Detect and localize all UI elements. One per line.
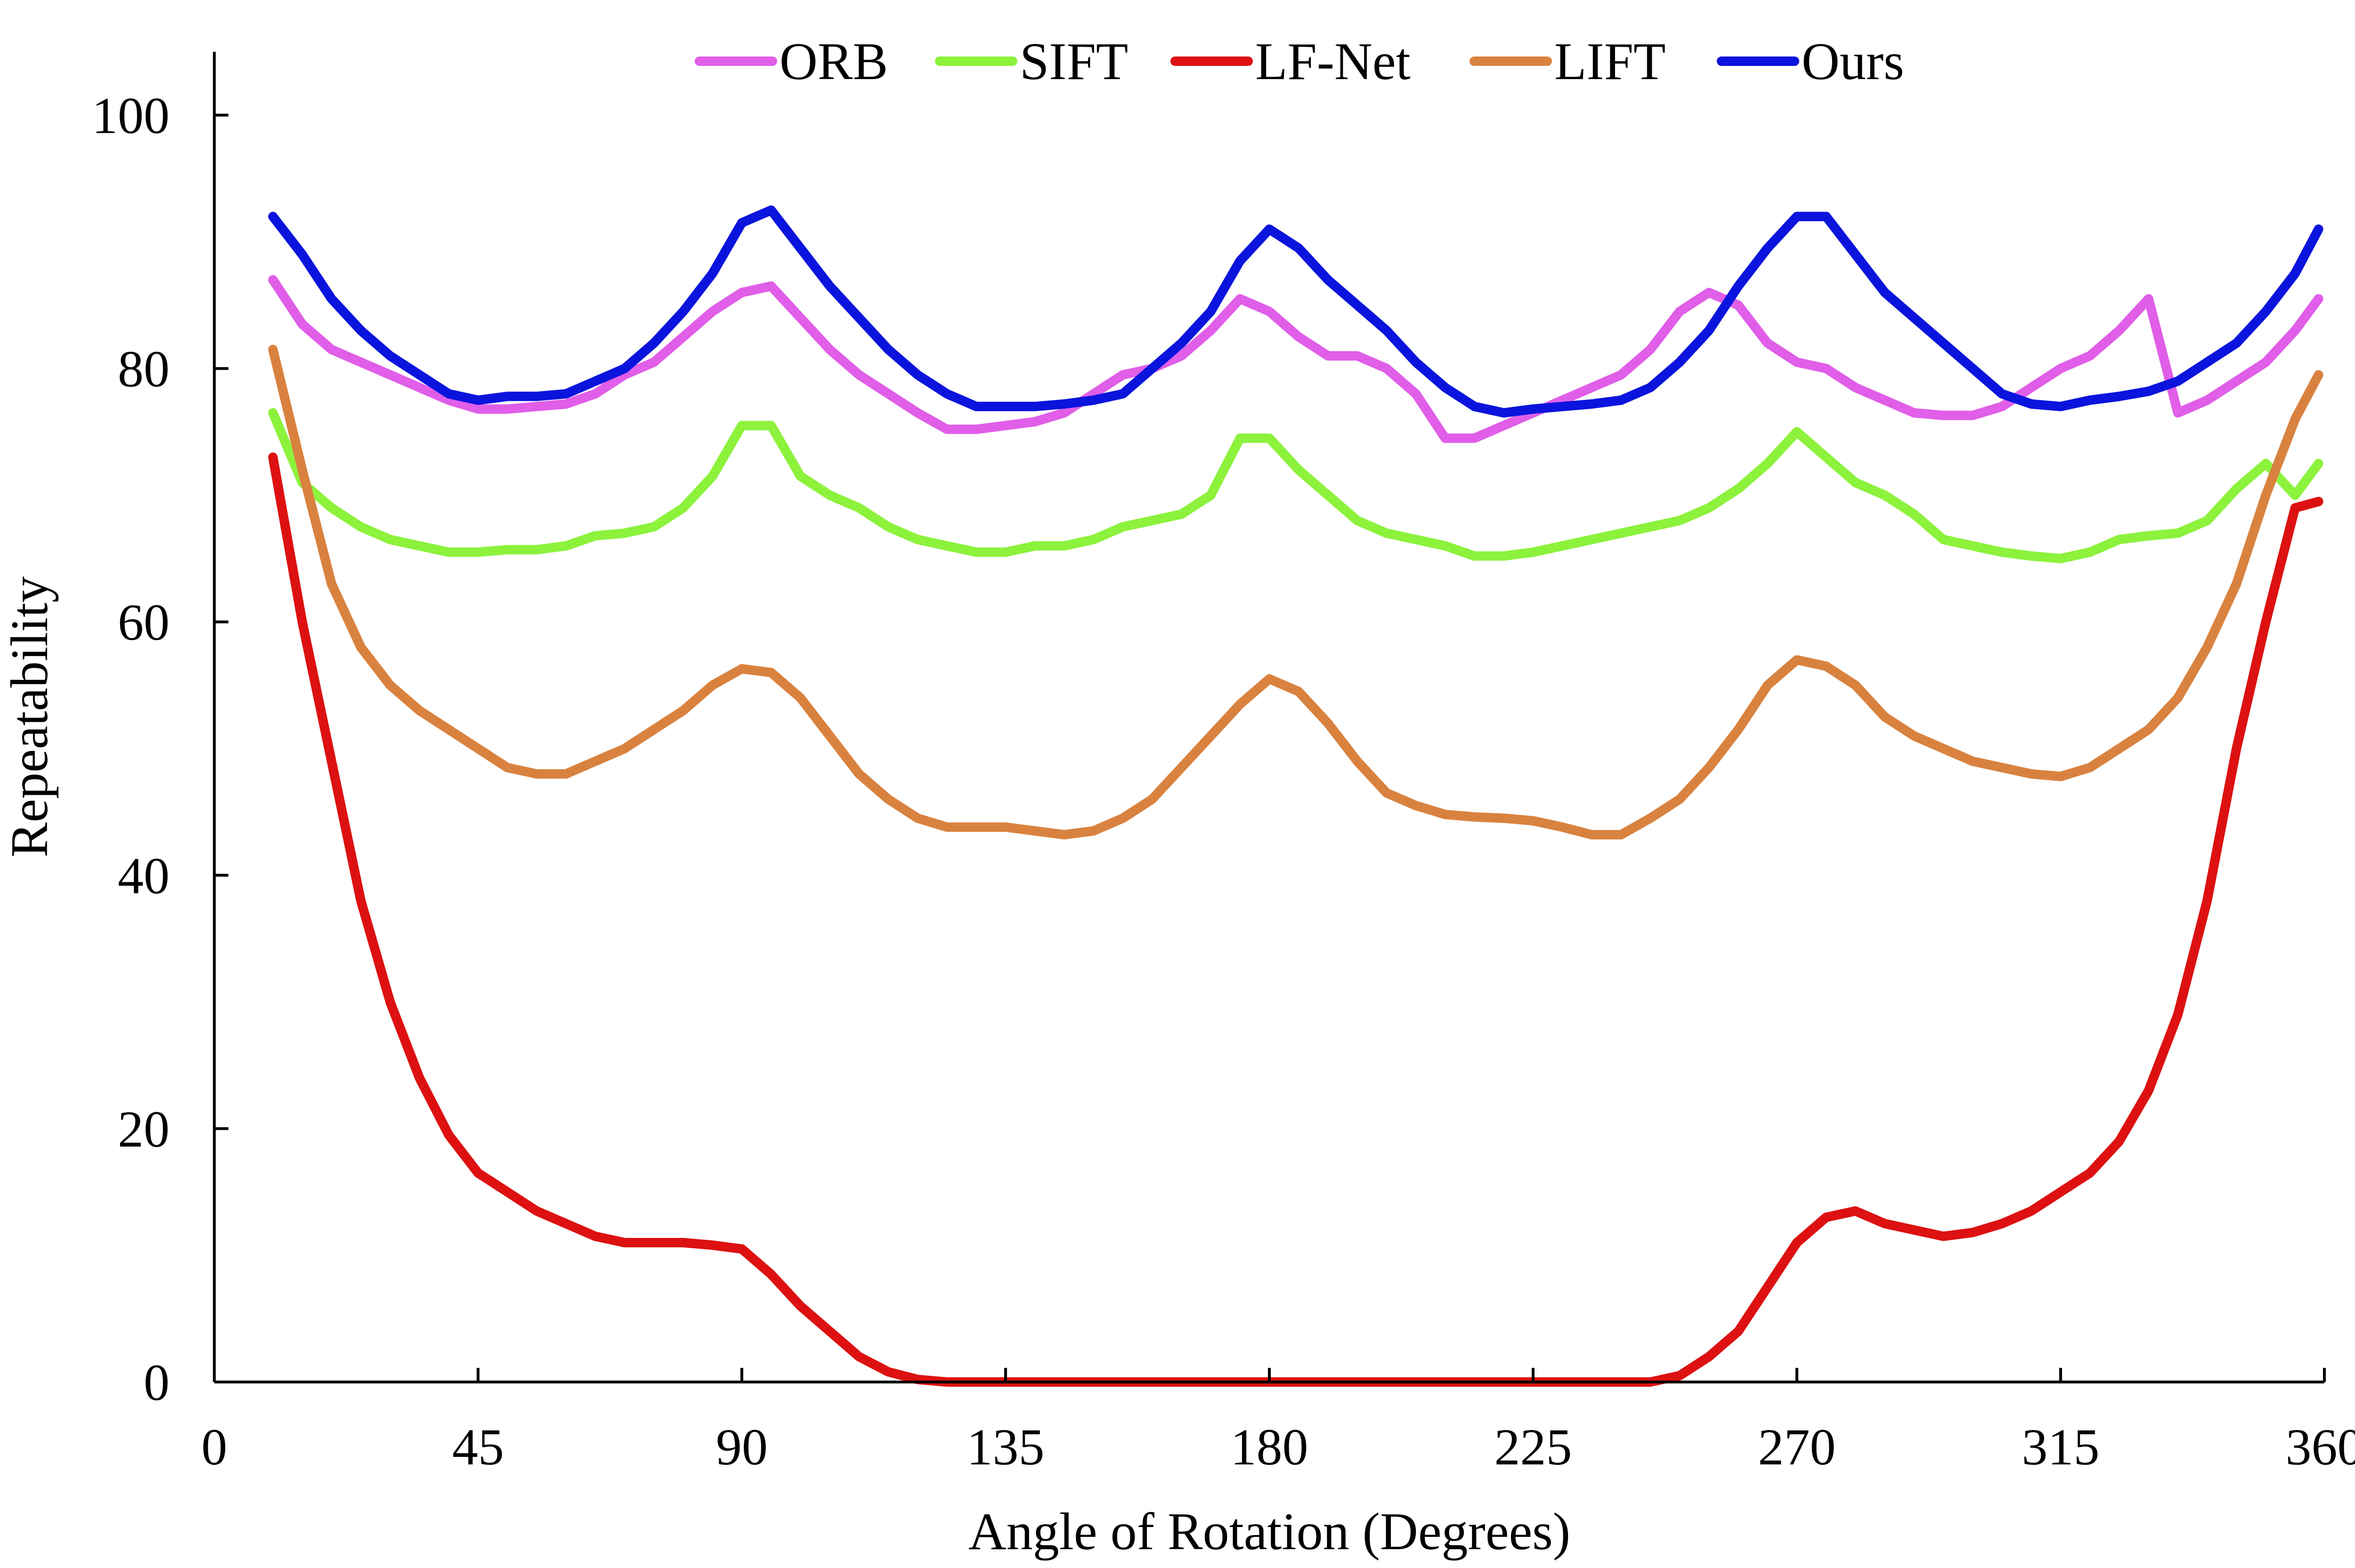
x-tick-label: 90 <box>716 1418 768 1476</box>
x-axis-title: Angle of Rotation (Degrees) <box>968 1503 1570 1561</box>
series-line-sift <box>268 408 2323 564</box>
legend-label: LF-Net <box>1255 32 1411 91</box>
x-tick-label: 45 <box>452 1418 504 1476</box>
x-ticks: 0 45 90 135 180 225 270 315 360 <box>202 1368 2355 1476</box>
x-tick-label: 360 <box>2286 1418 2355 1476</box>
legend-label: LIFT <box>1554 32 1665 91</box>
series-lines <box>268 205 2323 1387</box>
x-tick-label: 180 <box>1231 1418 1308 1476</box>
y-tick-label: 80 <box>118 340 170 398</box>
series-line-ours <box>268 205 2323 418</box>
x-tick-label: 225 <box>1494 1418 1572 1476</box>
y-tick-label: 40 <box>118 847 170 905</box>
legend-label: SIFT <box>1020 32 1128 91</box>
legend: ORB SIFT LF-Net LIFT Ours <box>695 32 1904 91</box>
y-tick-label: 0 <box>144 1354 170 1411</box>
y-ticks: 0 20 40 60 80 100 <box>92 87 228 1411</box>
x-tick-label: 270 <box>1758 1418 1836 1476</box>
y-tick-label: 20 <box>118 1100 170 1158</box>
series-line-lf-net <box>268 453 2323 1387</box>
x-tick-label: 0 <box>202 1418 227 1476</box>
axes <box>213 52 2324 1383</box>
x-tick-label: 135 <box>967 1418 1045 1476</box>
legend-label: ORB <box>780 32 888 91</box>
legend-label: Ours <box>1802 32 1904 91</box>
y-tick-label: 100 <box>92 87 170 145</box>
series-line-orb <box>268 275 2323 443</box>
y-axis-title: Repeatability <box>0 576 59 857</box>
x-tick-label: 315 <box>2022 1418 2100 1476</box>
y-tick-label: 60 <box>118 594 170 651</box>
series-line-lift <box>268 345 2323 840</box>
